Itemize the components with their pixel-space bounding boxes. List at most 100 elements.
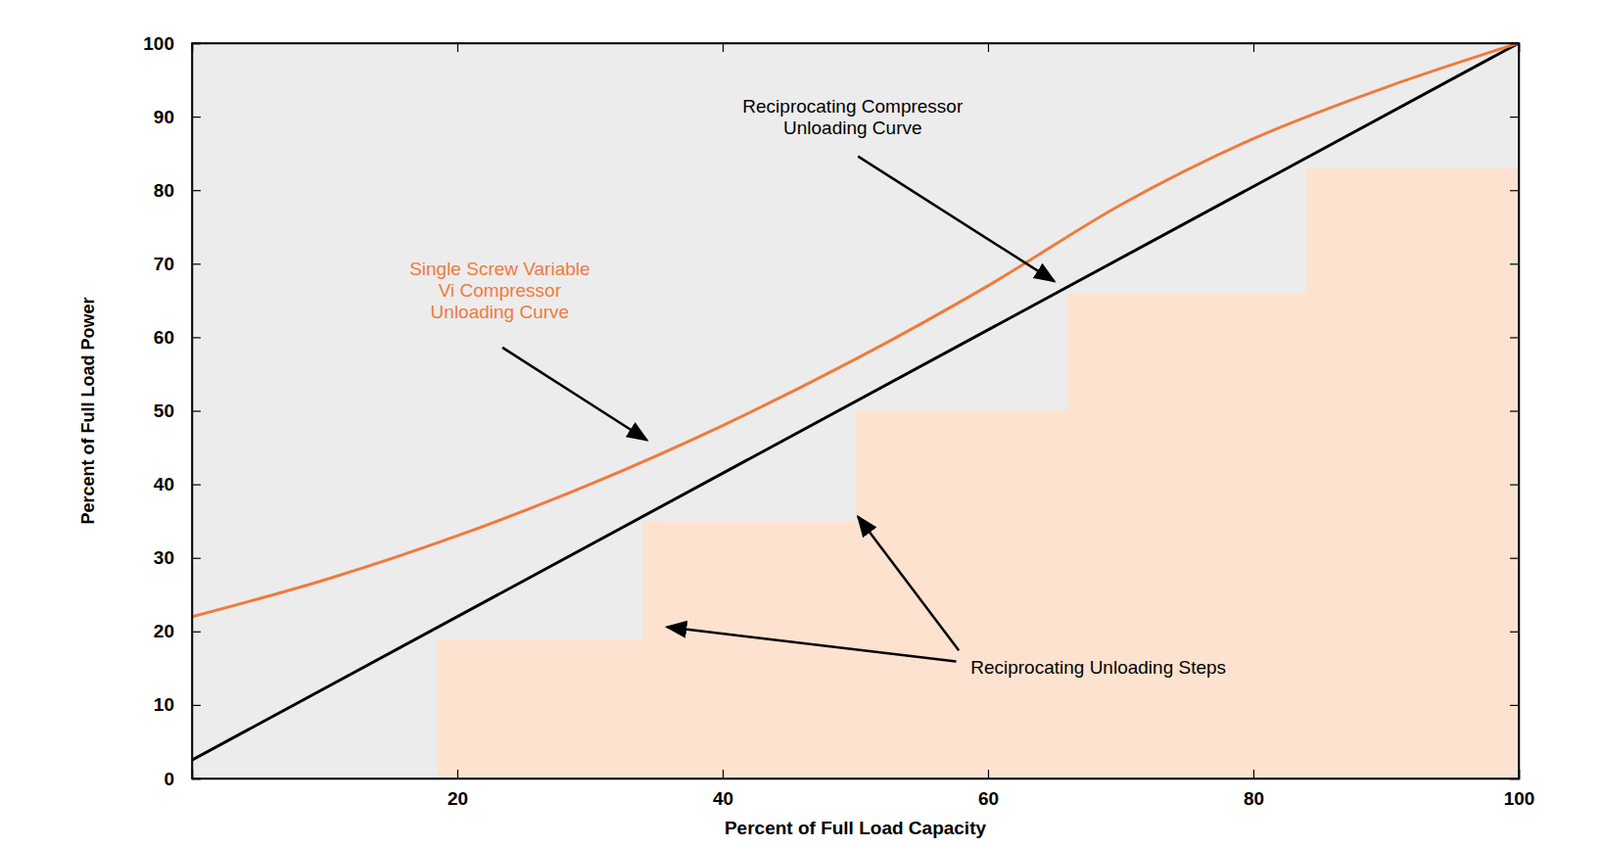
tick-mark (457, 43, 459, 52)
label-line: Unloading Curve (430, 301, 570, 323)
tick (1509, 411, 1519, 413)
tick-mark (457, 769, 459, 779)
axis-line (192, 44, 202, 780)
marks (191, 43, 1519, 779)
tick: 10 (153, 694, 201, 715)
label-line: Unloading Curve (783, 117, 923, 139)
plot-background (191, 43, 1519, 779)
tick: 40 (712, 769, 734, 809)
tick (722, 43, 724, 52)
tick (1509, 116, 1519, 118)
tick: 50 (153, 400, 201, 422)
tick-mark (722, 43, 724, 52)
tick-label: 20 (153, 620, 175, 642)
label-line: Reciprocating Unloading Steps (970, 657, 1226, 678)
series-label: Reciprocating Unloading Steps (970, 657, 1226, 678)
tick (1509, 43, 1519, 45)
axis-line (1509, 44, 1520, 780)
tick-mark (1509, 558, 1519, 560)
tick (1509, 484, 1519, 486)
tick (1509, 631, 1519, 633)
tick: 60 (978, 769, 999, 809)
tick: 60 (153, 327, 201, 348)
tick-mark (191, 631, 201, 633)
tick-label: 60 (153, 327, 175, 348)
tick: 100 (142, 33, 201, 54)
tick-mark (191, 43, 201, 45)
tick (988, 43, 989, 52)
tick-mark (191, 778, 201, 780)
tick-mark (988, 43, 989, 52)
tick-label: 90 (153, 106, 175, 128)
tick-mark (191, 116, 201, 118)
curve (191, 43, 1519, 617)
tick (1509, 263, 1519, 265)
tick-mark (1509, 705, 1519, 706)
tick-mark (1253, 43, 1255, 52)
step-area (437, 168, 1519, 779)
tick: 20 (447, 769, 469, 809)
tick: 40 (153, 473, 201, 495)
tick-label: 40 (153, 473, 175, 495)
plot-frame (191, 43, 1519, 779)
axis-line (192, 769, 1520, 780)
tick-mark (988, 769, 989, 779)
tick (1509, 336, 1519, 338)
tick-label: 20 (447, 788, 469, 809)
label-line: Single Screw Variable (409, 258, 590, 280)
plot: 204060801000102030405060708090100 (142, 33, 1535, 810)
tick: 80 (1243, 769, 1265, 809)
tick-mark (191, 558, 201, 560)
tick-mark (1509, 410, 1519, 412)
tick-mark (1509, 43, 1519, 45)
arrow (857, 156, 1055, 283)
tick-mark (1509, 778, 1519, 780)
tick-label: 30 (153, 547, 175, 568)
tick: 20 (153, 620, 201, 642)
series-label: Reciprocating CompressorUnloading Curve (742, 95, 964, 139)
tick-mark (1509, 189, 1519, 191)
axis (1509, 44, 1520, 780)
tick-mark (1253, 769, 1255, 779)
tick-label: 0 (163, 768, 175, 790)
tick (1509, 558, 1519, 560)
tick (1509, 189, 1519, 191)
chart: 204060801000102030405060708090100Percent… (0, 0, 1600, 848)
arrow (502, 347, 648, 441)
tick-label: 100 (142, 33, 175, 54)
tick-mark (1509, 116, 1519, 118)
curve (191, 43, 1519, 760)
axis-line (192, 44, 1520, 53)
tick: 90 (153, 106, 201, 128)
tick: 80 (153, 180, 201, 201)
tick-mark (1509, 631, 1519, 633)
tick-mark (191, 484, 201, 486)
tick-mark (1509, 336, 1519, 338)
tick (1509, 705, 1519, 706)
tick-label: 70 (153, 253, 175, 275)
label-line: Vi Compressor (438, 280, 563, 301)
label-line: Reciprocating Compressor (742, 95, 964, 117)
tick (457, 43, 459, 52)
tick: 70 (153, 253, 201, 275)
tick-mark (191, 705, 201, 706)
tick-label: 80 (1243, 788, 1265, 809)
tick-label: 60 (978, 788, 999, 809)
tick-mark (191, 263, 201, 265)
annotations: Reciprocating Unloading Steps Reciprocati… (409, 95, 1226, 678)
tick-mark (722, 769, 724, 779)
tick-label: 10 (153, 694, 175, 715)
y-axis-title: Percent of Full Load Power (78, 296, 98, 524)
axis: 20406080100 (192, 769, 1536, 809)
tick: 0 (163, 768, 201, 790)
x-axis-title: Percent of Full Load Capacity (724, 817, 988, 839)
tick-label: 50 (153, 400, 175, 422)
axis (192, 43, 1520, 52)
series-label: Single Screw VariableVi CompressorUnload… (409, 258, 590, 323)
tick-mark (191, 336, 201, 338)
tick-mark (1509, 484, 1519, 486)
tick (1253, 43, 1255, 52)
axis: 0 10 20 30 40 50 60 70 80 90 100 (142, 33, 201, 790)
tick-mark (1509, 263, 1519, 265)
arrow (666, 626, 956, 661)
